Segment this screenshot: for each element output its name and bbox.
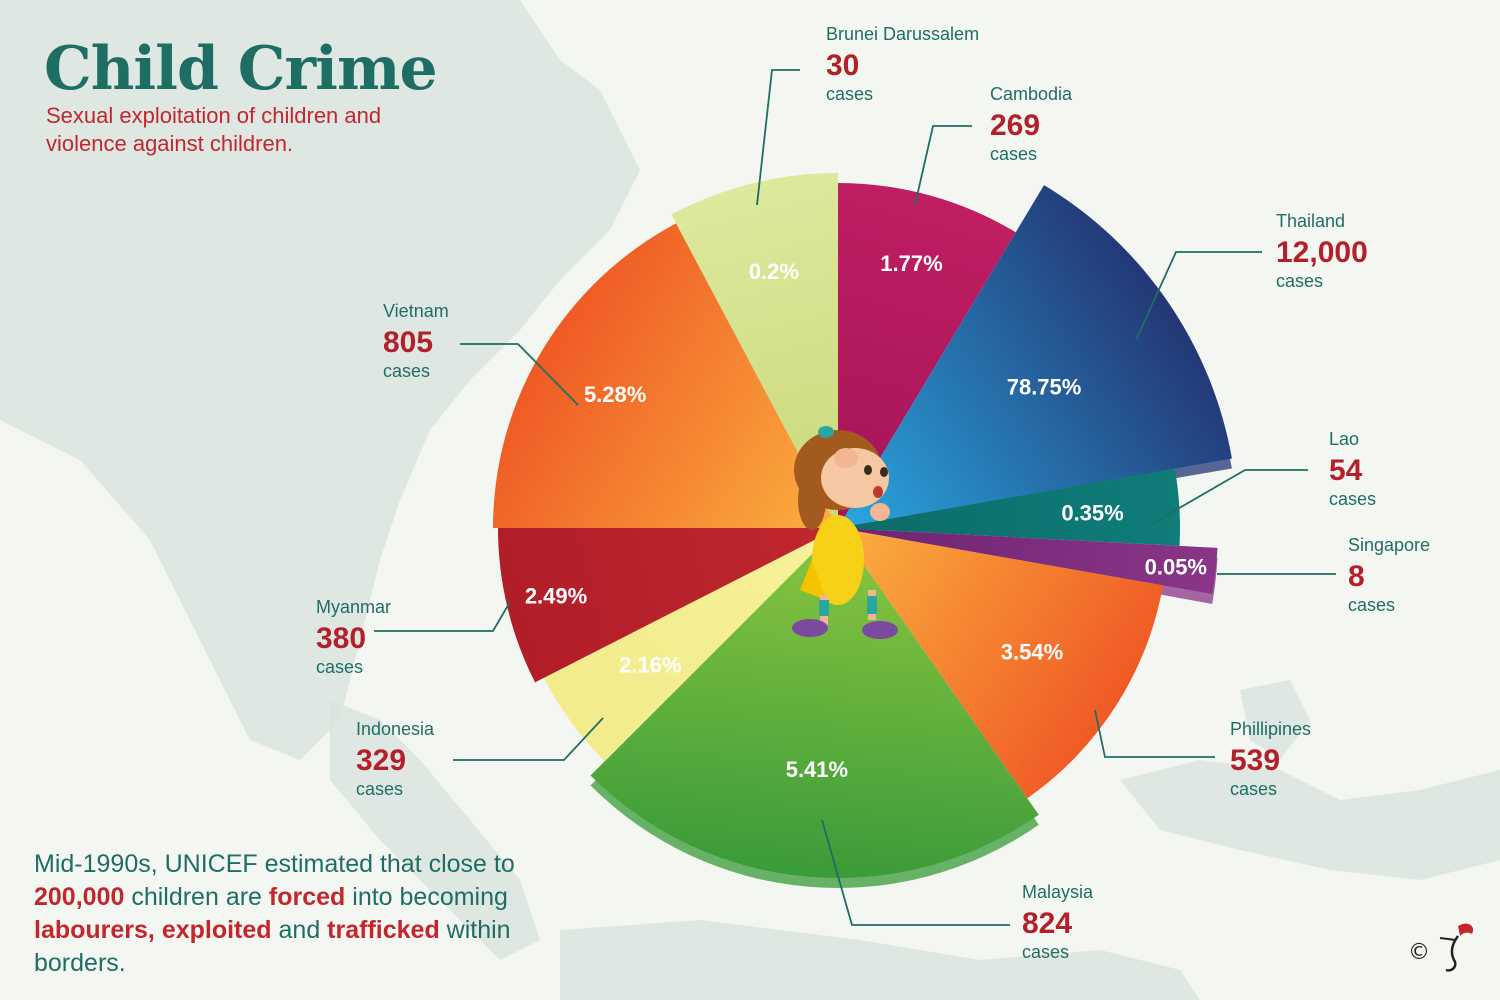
- unit-label: cases: [990, 144, 1037, 164]
- count-label: 12,000: [1276, 236, 1368, 269]
- pie-slice-vietnam: [493, 223, 838, 528]
- leader-line: [756, 69, 800, 206]
- count-label: 269: [990, 109, 1040, 142]
- pie-slice-thailand: [838, 185, 1232, 528]
- chart-subtitle: Sexual exploitation of children and viol…: [46, 103, 382, 156]
- country-label: Lao: [1329, 429, 1359, 449]
- country-label: Myanmar: [316, 597, 391, 617]
- pie-slice-malaysia: [590, 528, 1039, 878]
- girl-illustration: [792, 426, 898, 639]
- count-label: 54: [1329, 454, 1363, 487]
- count-label: 380: [316, 622, 366, 655]
- footnote-part-1: Mid-1990s, UNICEF estimated that close t…: [34, 850, 515, 878]
- leader-line: [1094, 709, 1215, 758]
- footnote-part-4: and: [271, 916, 328, 944]
- leader-line: [453, 717, 604, 761]
- footnote-highlight-forced: forced: [268, 883, 346, 911]
- leader-line: [460, 343, 579, 406]
- percent-label: 78.75%: [1007, 374, 1082, 399]
- footnote-part-2: children are: [124, 883, 269, 911]
- unit-label: cases: [1329, 489, 1376, 509]
- percent-label: 5.28%: [584, 382, 646, 407]
- unit-label: cases: [1022, 942, 1069, 962]
- country-label: Phillipines: [1230, 719, 1311, 739]
- percent-label: 0.05%: [1145, 554, 1207, 579]
- country-label: Indonesia: [356, 719, 435, 739]
- footnote-part-5: within borders.: [34, 916, 511, 977]
- footnote-highlight-labourers: labourers, exploited: [34, 916, 272, 944]
- girl-mouth: [873, 486, 883, 498]
- girl-hair: [798, 470, 826, 530]
- percent-label: 2.49%: [525, 584, 587, 609]
- unit-label: cases: [316, 657, 363, 677]
- girl-dress-hem: [800, 560, 826, 600]
- bird-logo-icon: [1439, 923, 1474, 972]
- girl-shoe: [792, 619, 828, 637]
- count-label: 805: [383, 326, 433, 359]
- count-label: 824: [1022, 907, 1072, 940]
- footnote-highlight-trafficked: trafficked: [327, 916, 440, 944]
- chart-title: Child Crime: [44, 34, 438, 104]
- pie-slice-myanmar: [498, 528, 838, 683]
- leader-line: [374, 601, 511, 632]
- footnote-part-3: into becoming: [345, 883, 508, 911]
- percent-label: 1.77%: [880, 251, 942, 276]
- girl-eye: [880, 467, 888, 477]
- count-label: 8: [1348, 560, 1365, 593]
- pie-slice-phillipines: [838, 528, 1163, 799]
- percent-label: 0.35%: [1061, 500, 1123, 525]
- girl-dress: [812, 515, 864, 605]
- country-label: Malaysia: [1022, 882, 1094, 902]
- girl-shoe: [862, 621, 898, 639]
- girl-hand: [834, 448, 858, 468]
- count-label: 30: [826, 49, 859, 82]
- girl-sock: [867, 596, 877, 614]
- count-label: 329: [356, 744, 406, 777]
- leader-line: [914, 125, 972, 206]
- percent-label: 2.16%: [619, 652, 681, 677]
- unit-label: cases: [1348, 595, 1395, 615]
- country-label: Brunei Darussalem: [826, 24, 979, 44]
- pie-slice-singapore: [838, 528, 1218, 594]
- pie-slice-lao: [838, 468, 1180, 546]
- unit-label: cases: [826, 84, 873, 104]
- pie-slice-brunei-darussalem: [671, 173, 838, 528]
- count-label: 539: [1230, 744, 1280, 777]
- leader-line: [1135, 251, 1262, 341]
- percent-label: 3.54%: [1001, 640, 1063, 665]
- country-label: Singapore: [1348, 535, 1430, 555]
- unit-label: cases: [356, 779, 403, 799]
- pie-slice-indonesia: [543, 528, 838, 762]
- girl-hair-bow: [818, 426, 834, 438]
- unit-label: cases: [1276, 271, 1323, 291]
- unit-label: cases: [383, 361, 430, 381]
- girl-hand: [870, 503, 890, 521]
- country-label: Cambodia: [990, 84, 1073, 104]
- girl-sock: [819, 600, 829, 616]
- leader-line: [821, 819, 1010, 926]
- girl-eye: [864, 465, 872, 475]
- footnote-text: Mid-1990s, UNICEF estimated that close t…: [34, 848, 574, 980]
- unit-label: cases: [1230, 779, 1277, 799]
- country-label: Thailand: [1276, 211, 1345, 231]
- country-label: Vietnam: [383, 301, 449, 321]
- leader-line: [1149, 469, 1308, 526]
- copyright-symbol: ©: [1408, 940, 1430, 965]
- percent-label: 5.41%: [786, 757, 848, 782]
- pie-slice-cambodia: [838, 183, 1016, 528]
- footnote-highlight-number: 200,000: [34, 883, 125, 911]
- percent-label: 0.2%: [749, 259, 799, 284]
